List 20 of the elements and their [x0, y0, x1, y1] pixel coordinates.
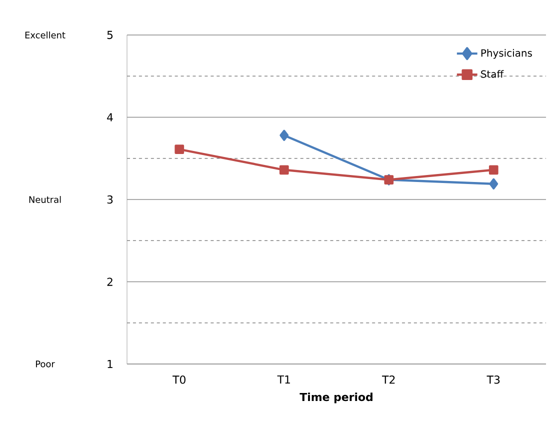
- point: [489, 178, 498, 190]
- text: Neutral: [29, 196, 61, 203]
- x-axis-title: Time period: [300, 392, 372, 404]
- y-tick-label: 1: [108, 360, 112, 368]
- point: [279, 165, 289, 175]
- point: [280, 130, 289, 141]
- text: Excellent: [25, 32, 66, 38]
- x-tick-label: T0: [172, 376, 186, 384]
- x-tick-label: T2: [382, 376, 395, 384]
- x-tick-label: T1: [277, 376, 290, 384]
- x-tick-label: T3: [486, 376, 500, 384]
- y-tick-label: 4: [107, 113, 113, 122]
- y-tick-label: 3: [107, 195, 113, 204]
- point: [174, 144, 184, 154]
- y-tick-label: 2: [107, 278, 112, 286]
- y-tick-label: 5: [107, 30, 113, 40]
- legend-label: Physicians: [481, 49, 532, 59]
- point: [488, 165, 498, 175]
- legend-label: Staff: [481, 70, 504, 78]
- text: Poor: [36, 360, 55, 368]
